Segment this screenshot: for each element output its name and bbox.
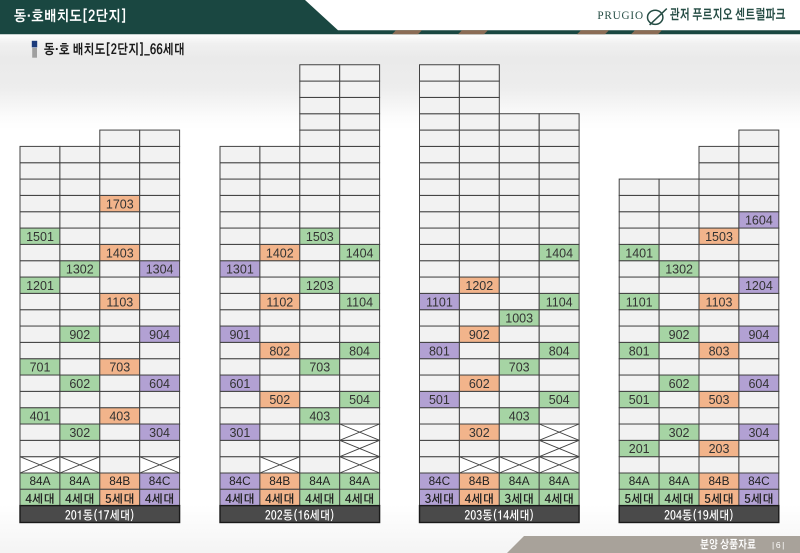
svg-text:804: 804 — [549, 344, 570, 358]
svg-text:203: 203 — [709, 442, 730, 456]
svg-text:604: 604 — [748, 377, 769, 391]
svg-text:1104: 1104 — [546, 295, 573, 309]
svg-text:504: 504 — [349, 393, 370, 407]
svg-text:1101: 1101 — [426, 295, 453, 309]
svg-text:1102: 1102 — [266, 295, 293, 309]
svg-text:84A: 84A — [669, 474, 690, 488]
svg-text:84B: 84B — [709, 474, 730, 488]
svg-text:84C: 84C — [229, 474, 251, 488]
svg-text:403: 403 — [309, 410, 330, 424]
svg-text:1404: 1404 — [545, 246, 573, 260]
svg-text:1503: 1503 — [306, 230, 334, 244]
svg-text:1202: 1202 — [465, 279, 493, 293]
svg-text:902: 902 — [469, 328, 490, 342]
svg-text:1103: 1103 — [706, 295, 733, 309]
svg-text:501: 501 — [629, 393, 650, 407]
svg-text:904: 904 — [748, 328, 769, 342]
svg-text:703: 703 — [309, 361, 330, 375]
svg-text:84B: 84B — [469, 474, 490, 488]
svg-text:84C: 84C — [748, 474, 770, 488]
svg-text:602: 602 — [669, 377, 690, 391]
svg-text:PRUGIO: PRUGIO — [597, 10, 643, 22]
svg-text:501: 501 — [429, 393, 450, 407]
svg-text:703: 703 — [509, 361, 530, 375]
svg-text:1302: 1302 — [66, 263, 94, 277]
svg-text:1101: 1101 — [626, 295, 653, 309]
svg-text:84A: 84A — [309, 474, 330, 488]
svg-text:801: 801 — [429, 344, 450, 358]
svg-text:1501: 1501 — [26, 230, 54, 244]
svg-text:902: 902 — [669, 328, 690, 342]
svg-text:701: 701 — [30, 361, 51, 375]
svg-text:1404: 1404 — [346, 246, 374, 260]
svg-text:601: 601 — [229, 377, 250, 391]
svg-text:801: 801 — [629, 344, 650, 358]
svg-text:84B: 84B — [269, 474, 290, 488]
svg-text:504: 504 — [549, 393, 570, 407]
svg-text:84A: 84A — [69, 474, 90, 488]
svg-text:84A: 84A — [549, 474, 570, 488]
svg-text:1604: 1604 — [745, 214, 773, 228]
svg-text:703: 703 — [109, 361, 130, 375]
svg-text:1401: 1401 — [625, 246, 653, 260]
svg-text:1204: 1204 — [745, 279, 773, 293]
svg-text:1302: 1302 — [665, 263, 693, 277]
svg-text:802: 802 — [269, 344, 290, 358]
svg-text:84C: 84C — [429, 474, 451, 488]
svg-text:1103: 1103 — [106, 295, 133, 309]
svg-text:302: 302 — [669, 426, 690, 440]
svg-text:84A: 84A — [509, 474, 530, 488]
svg-text:84C: 84C — [149, 474, 171, 488]
svg-text:604: 604 — [149, 377, 170, 391]
svg-text:1703: 1703 — [106, 197, 134, 211]
svg-text:1402: 1402 — [266, 246, 294, 260]
svg-text:401: 401 — [30, 410, 51, 424]
svg-text:302: 302 — [69, 426, 90, 440]
svg-text:201: 201 — [629, 442, 650, 456]
svg-text:1201: 1201 — [26, 279, 54, 293]
svg-text:403: 403 — [109, 410, 130, 424]
svg-text:1301: 1301 — [226, 263, 254, 277]
svg-text:403: 403 — [509, 410, 530, 424]
svg-text:304: 304 — [748, 426, 769, 440]
svg-text:502: 502 — [269, 393, 290, 407]
svg-text:1203: 1203 — [306, 279, 334, 293]
svg-text:1304: 1304 — [146, 263, 174, 277]
svg-text:84A: 84A — [30, 474, 51, 488]
svg-text:804: 804 — [349, 344, 370, 358]
svg-text:503: 503 — [709, 393, 730, 407]
svg-text:1403: 1403 — [106, 246, 134, 260]
svg-text:1503: 1503 — [705, 230, 733, 244]
svg-text:84A: 84A — [629, 474, 650, 488]
svg-text:904: 904 — [149, 328, 170, 342]
svg-text:602: 602 — [69, 377, 90, 391]
svg-text:1003: 1003 — [505, 312, 533, 326]
svg-text:84A: 84A — [349, 474, 370, 488]
svg-text:84B: 84B — [109, 474, 130, 488]
svg-text:901: 901 — [229, 328, 250, 342]
svg-text:302: 302 — [469, 426, 490, 440]
svg-text:1104: 1104 — [346, 295, 373, 309]
svg-text:602: 602 — [469, 377, 490, 391]
svg-text:304: 304 — [149, 426, 170, 440]
svg-text:803: 803 — [709, 344, 730, 358]
svg-text:301: 301 — [229, 426, 250, 440]
svg-text:902: 902 — [69, 328, 90, 342]
svg-text:|6|: |6| — [772, 540, 786, 550]
